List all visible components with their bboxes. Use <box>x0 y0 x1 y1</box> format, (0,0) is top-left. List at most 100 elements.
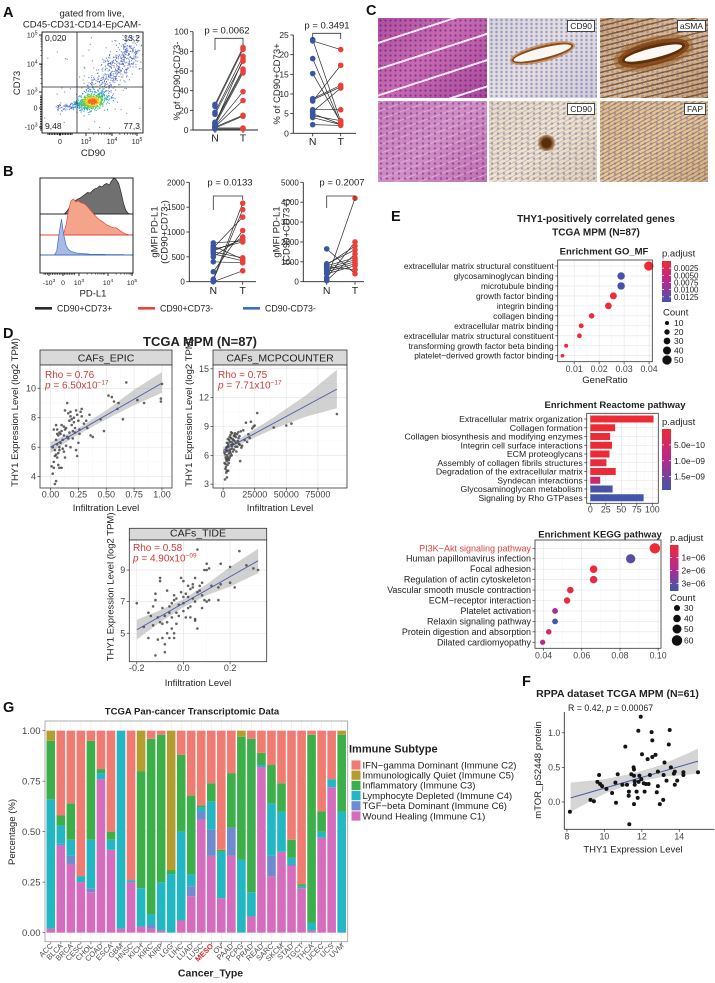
flow-event <box>57 106 59 108</box>
x-tick-label-exponent: 3 <box>81 278 84 284</box>
stacked-bar-segment <box>337 811 346 933</box>
flow-event <box>91 100 93 102</box>
vessel-lumen <box>623 41 684 66</box>
flow-event <box>105 77 107 79</box>
flow-event <box>91 96 93 98</box>
normal-tissue-point <box>210 259 217 265</box>
flow-event <box>118 71 120 73</box>
stacked-bar-segment <box>247 738 256 893</box>
flow-event <box>115 70 117 72</box>
flow-event <box>109 53 111 55</box>
x-tick-label: 0.04 <box>535 651 552 661</box>
flow-event <box>103 76 105 78</box>
y-tick-label: 4000 <box>281 198 299 207</box>
y-tick-label: 1500 <box>167 203 185 212</box>
x-tick-label: N <box>210 285 218 297</box>
flow-event <box>92 91 94 93</box>
flow-event <box>101 94 103 96</box>
normal-tissue-point <box>323 263 330 270</box>
flow-event <box>125 52 127 54</box>
sample-point <box>227 461 230 465</box>
flow-event <box>91 77 93 79</box>
stacked-bar-segment <box>247 916 256 933</box>
category-label: extracellular matrix structural constitu… <box>404 331 555 341</box>
flow-event <box>103 101 105 103</box>
sample-point <box>661 773 666 777</box>
flow-event <box>102 88 104 90</box>
sample-point <box>54 479 58 483</box>
stacked-bar-segment <box>66 803 76 840</box>
flow-event <box>126 75 128 77</box>
y-tick-label: 20 <box>279 50 289 60</box>
flow-event <box>103 77 105 79</box>
y-tick-label: 12 <box>199 393 209 403</box>
sample-point <box>672 782 677 787</box>
sample-point <box>163 643 167 646</box>
normal-tissue-point <box>212 103 218 110</box>
sample-point <box>186 606 190 610</box>
stacked-bar-segment <box>136 926 146 933</box>
sample-point <box>68 419 71 423</box>
significance-bracket <box>212 195 244 210</box>
flow-event <box>88 97 90 99</box>
flow-event <box>93 88 95 90</box>
stacked-bar-segment <box>66 839 76 856</box>
sample-point <box>681 773 686 777</box>
flow-event <box>115 44 117 46</box>
flow-event <box>131 73 133 75</box>
stacked-bar-segment <box>307 734 316 923</box>
normal-tissue-point <box>309 38 316 44</box>
flow-event <box>134 42 136 44</box>
flow-event <box>122 76 124 78</box>
pair-line <box>213 253 243 262</box>
flow-event <box>119 72 121 74</box>
stacked-bar-segment <box>96 779 106 933</box>
flow-event <box>108 103 110 105</box>
flow-event <box>70 107 72 109</box>
flow-event <box>125 70 127 72</box>
flow-event <box>88 49 90 51</box>
flow-event <box>105 83 107 85</box>
flow-event <box>132 62 134 64</box>
flow-event <box>81 99 83 101</box>
sample-point <box>198 589 201 592</box>
flow-event <box>109 73 111 75</box>
flow-event <box>89 99 91 101</box>
flow-event <box>131 63 133 65</box>
enrichment-dot <box>577 333 582 339</box>
sample-point <box>632 779 637 784</box>
sample-point <box>54 423 58 427</box>
sample-point <box>64 444 68 448</box>
flow-event <box>91 84 93 86</box>
tumor-tissue-point <box>240 56 246 63</box>
sample-point <box>69 445 72 449</box>
flow-event <box>97 90 99 92</box>
flow-event <box>122 59 124 61</box>
sample-point <box>75 454 79 458</box>
sample-point <box>161 636 164 640</box>
flow-event <box>101 92 103 94</box>
flow-event <box>118 66 120 68</box>
sample-point <box>186 595 190 599</box>
flow-event <box>99 103 101 105</box>
flow-event <box>114 59 116 61</box>
color-legend-bar <box>670 545 679 591</box>
stacked-bar-segment <box>196 805 206 808</box>
flow-event <box>96 104 98 106</box>
flow-event <box>81 109 83 111</box>
sample-point <box>219 562 222 565</box>
sample-point <box>591 799 596 804</box>
rho-label: Rho = 0.76 <box>45 370 95 381</box>
stacked-bar-segment <box>66 730 76 804</box>
flow-event <box>88 100 90 102</box>
flow-event <box>92 105 94 107</box>
enrichment-bar <box>590 433 611 440</box>
x-tick-label: 10 <box>599 832 609 842</box>
flow-event <box>78 103 80 105</box>
flow-event <box>89 91 91 93</box>
flow-event <box>93 83 95 85</box>
flow-event <box>128 52 130 54</box>
flow-event <box>116 57 118 59</box>
y-tick-label: 0 <box>34 106 38 113</box>
